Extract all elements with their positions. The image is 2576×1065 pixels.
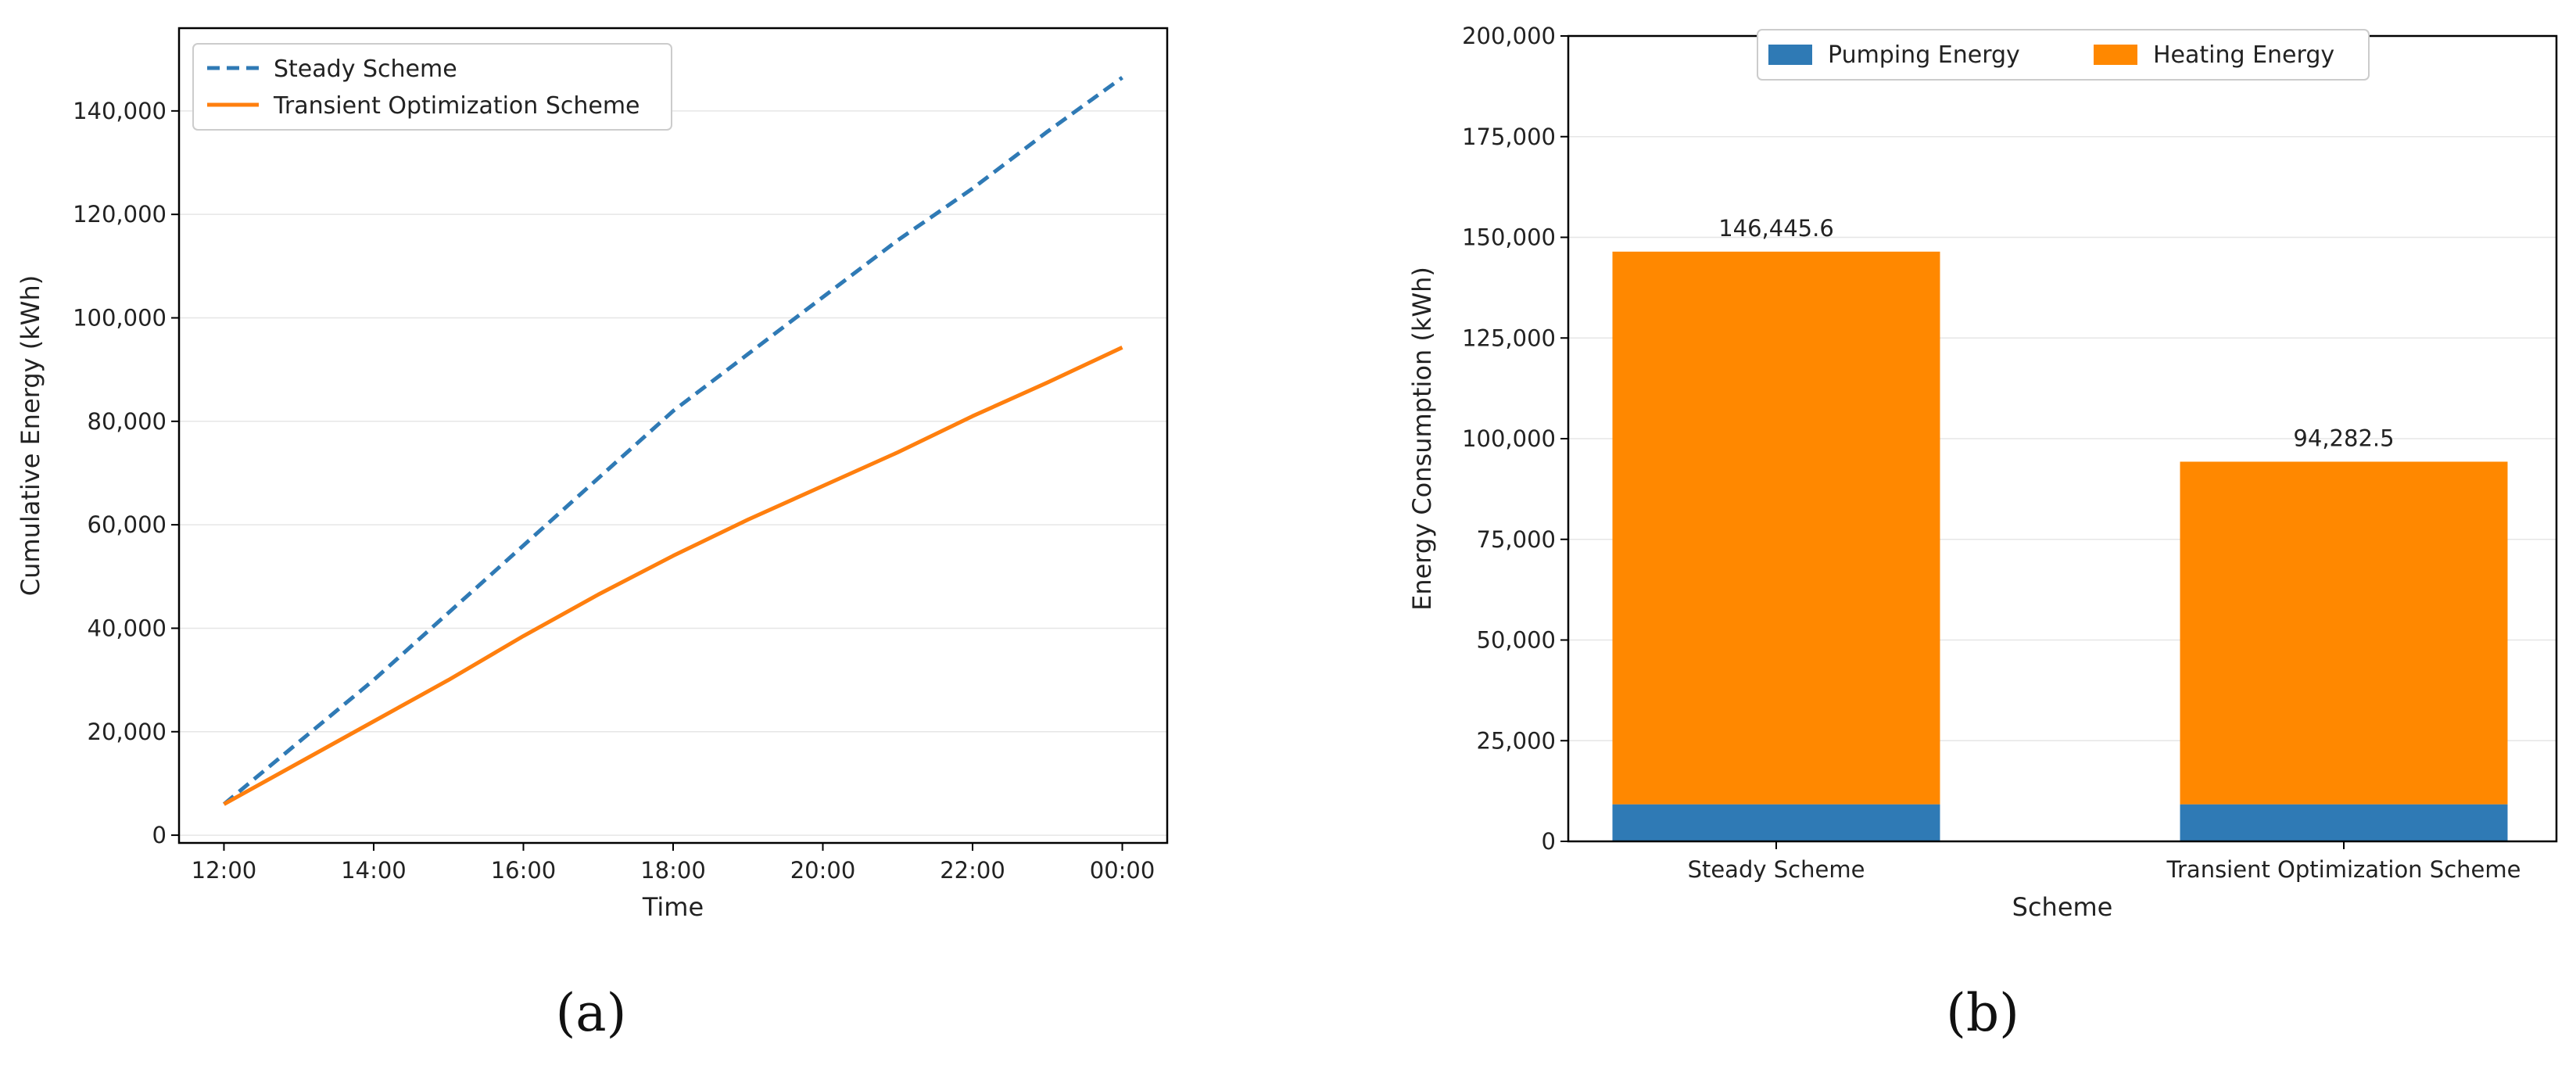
y-tick-label: 150,000	[1462, 224, 1556, 251]
y-tick-label: 75,000	[1477, 526, 1556, 553]
x-tick-label: 12:00	[192, 857, 257, 884]
y-tick-label: 60,000	[88, 511, 167, 538]
legend-box	[1757, 29, 2370, 81]
y-axis-label: Cumulative Energy (kWh)	[16, 275, 45, 596]
y-tick-label: 0	[1542, 828, 1556, 855]
y-tick-label: 80,000	[88, 408, 167, 435]
energy-consumption-chart: Steady Scheme Transient Optimization Sche…	[1407, 23, 2558, 1043]
series-line-steady-scheme	[222, 76, 1123, 806]
x-tick-label: 22:00	[940, 857, 1005, 884]
legend-label-transient-optimization-scheme: Transient Optimization Scheme	[273, 92, 640, 120]
x-tick-label: 00:00	[1090, 857, 1155, 884]
y-tick-label: 40,000	[88, 615, 167, 641]
bar-pumping-energy-transient-optimization-scheme	[2180, 804, 2508, 841]
panel-label-b: (b)	[1946, 983, 2019, 1043]
x-tick-label: 16:00	[491, 857, 557, 884]
y-tick-label: 140,000	[73, 98, 167, 124]
panel-label-a: (a)	[556, 983, 627, 1043]
x-tick-label: Steady Scheme	[1688, 856, 1865, 883]
x-tick-label: 18:00	[640, 857, 706, 884]
bar-total-labels: 146,445.6 94,282.5	[1718, 215, 2394, 452]
x-tick-label: 20:00	[790, 857, 856, 884]
y-tick-label: 50,000	[1477, 627, 1556, 654]
legend: Steady Scheme Transient Optimization Sch…	[192, 43, 672, 131]
y-axis-label: Energy Consumption (kWh)	[1407, 267, 1437, 611]
x-tick-label: Transient Optimization Scheme	[2166, 856, 2521, 883]
bar-heating-energy-steady-scheme	[1612, 251, 1940, 805]
bar-pumping-energy-steady-scheme	[1612, 804, 1940, 841]
legend: Pumping Energy Heating Energy	[1757, 29, 2370, 81]
y-tick-label: 25,000	[1477, 727, 1556, 754]
legend-swatch-pumping-energy	[1768, 45, 1812, 65]
legend-label-pumping-energy: Pumping Energy	[1828, 41, 2020, 69]
y-tick-label: 0	[152, 822, 167, 848]
x-axis-label: Time	[642, 892, 704, 922]
y-tick-label: 120,000	[73, 201, 167, 228]
y-tick-label: 200,000	[1462, 23, 1556, 49]
y-tick-label: 100,000	[1462, 425, 1556, 452]
y-tick-label: 20,000	[88, 719, 167, 745]
series-lines	[222, 76, 1123, 806]
bar-total-label: 94,282.5	[2293, 425, 2394, 451]
x-axis-label: Scheme	[2012, 892, 2113, 922]
legend-label-heating-energy: Heating Energy	[2153, 41, 2334, 69]
y-ticks: 0 20,000 40,000 60,000 80,000 100,000 120,000 1…	[73, 98, 179, 848]
grid-lines	[179, 110, 1167, 836]
bar-total-label: 146,445.6	[1718, 215, 1834, 242]
x-tick-label: 14:00	[341, 857, 407, 884]
legend-label-steady-scheme: Steady Scheme	[274, 56, 457, 83]
x-ticks: Steady Scheme Transient Optimization Sche…	[1688, 841, 2521, 883]
plot-frame	[177, 27, 1169, 844]
bar-heating-energy-transient-optimization-scheme	[2180, 461, 2508, 805]
legend-swatch-heating-energy	[2094, 45, 2137, 65]
y-tick-label: 125,000	[1462, 325, 1556, 351]
y-ticks: 0 25,000 50,000 75,000 100,000 125,000 150,000…	[1462, 23, 1568, 855]
series-line-transient-optimization-scheme	[223, 346, 1123, 806]
x-ticks: 12:00 14:00 16:00 18:00 20:00 22:00 00:00	[192, 843, 1155, 884]
y-tick-label: 175,000	[1462, 124, 1556, 150]
stacked-bars	[1612, 251, 2508, 841]
cumulative-energy-chart: 12:00 14:00 16:00 18:00 20:00 22:00 00:00 0 20,…	[16, 27, 1169, 1043]
legend-box	[192, 43, 672, 131]
y-tick-label: 100,000	[73, 304, 167, 331]
